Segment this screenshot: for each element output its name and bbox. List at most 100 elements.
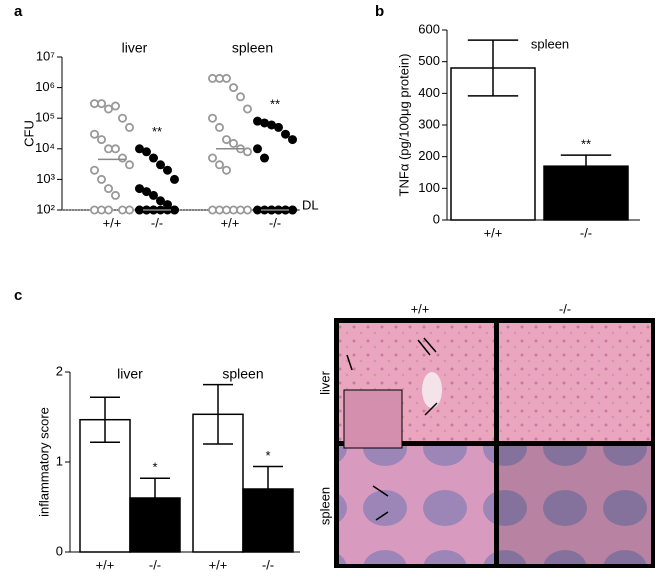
column-label: +/+: [411, 301, 430, 316]
group-label: spleen: [222, 366, 263, 382]
y-axis-label: inflammatory score: [36, 407, 51, 517]
y-tick-label: 10²: [36, 201, 55, 216]
data-point: [125, 160, 135, 170]
data-point: [111, 190, 121, 200]
data-point: [141, 147, 151, 157]
bar: [242, 488, 294, 553]
row-label: liver: [317, 370, 332, 395]
x-tick-label: +/+: [103, 215, 122, 230]
x-tick-label: -/-: [151, 215, 163, 230]
y-tick-label: 600: [418, 21, 440, 36]
reference-label: DL: [302, 197, 319, 212]
data-point: [214, 160, 224, 170]
data-point: [169, 174, 179, 184]
data-point: [273, 122, 283, 132]
data-point: [104, 184, 114, 194]
data-point: [125, 122, 135, 132]
data-point: [90, 129, 100, 139]
data-point: [207, 153, 217, 163]
y-tick-label: 400: [418, 85, 440, 100]
bar: [543, 165, 629, 221]
data-point: [104, 104, 114, 114]
y-tick-label: 10³: [36, 171, 55, 186]
data-point: [134, 184, 144, 194]
inset: [343, 389, 403, 449]
y-tick-label: 10⁴: [35, 140, 55, 155]
group-label: liver: [117, 366, 143, 382]
group-label: spleen: [232, 40, 273, 56]
significance: *: [265, 448, 270, 463]
x-tick-label: -/-: [580, 225, 592, 240]
column-label: -/-: [559, 301, 571, 316]
y-tick-label: 10⁶: [35, 79, 55, 94]
data-point: [134, 144, 144, 154]
x-tick-label: +/+: [221, 215, 240, 230]
y-tick-label: 200: [418, 148, 440, 163]
data-point: [148, 153, 158, 163]
y-tick-label: 2: [56, 363, 63, 378]
data-point: [97, 99, 107, 109]
arrows: [346, 337, 438, 521]
data-point: [228, 83, 238, 93]
data-point: [221, 135, 231, 145]
data-point: [221, 73, 231, 83]
y-tick-label: 10⁷: [36, 48, 55, 63]
x-tick-label: -/-: [262, 557, 274, 572]
data-point: [169, 205, 179, 215]
data-point: [97, 135, 107, 145]
data-point: [287, 135, 297, 145]
x-tick-label: -/-: [269, 215, 281, 230]
data-point: [141, 187, 151, 197]
data-point: [228, 138, 238, 148]
y-tick-label: 500: [418, 53, 440, 68]
y-tick-label: 0: [56, 543, 63, 558]
image-spleen-wt: [339, 446, 494, 564]
data-point: [162, 165, 172, 175]
x-tick-label: +/+: [209, 557, 228, 572]
x-tick-label: -/-: [149, 557, 161, 572]
y-tick-label: 0: [433, 211, 440, 226]
image-spleen-ko: [499, 446, 651, 564]
y-tick-label: 10⁵: [35, 110, 55, 125]
data-point: [259, 118, 269, 128]
significance: **: [270, 97, 280, 112]
data-point: [287, 205, 297, 215]
panel-label: a: [14, 3, 23, 20]
y-tick-label: 100: [418, 180, 440, 195]
image-liver-ko: [499, 323, 651, 441]
data-point: [148, 190, 158, 200]
y-tick-label: 300: [418, 116, 440, 131]
data-point: [242, 147, 252, 157]
data-point: [90, 165, 100, 175]
data-point: [242, 104, 252, 114]
y-axis-label: CFU: [21, 120, 36, 147]
data-point: [235, 92, 245, 102]
data-point: [214, 122, 224, 132]
data-point: [221, 205, 231, 215]
data-point: [125, 205, 135, 215]
data-point: [104, 205, 114, 215]
bar: [129, 497, 181, 553]
data-point: [155, 160, 165, 170]
significance: **: [152, 124, 162, 139]
x-tick-label: +/+: [484, 225, 503, 240]
x-tick-label: +/+: [96, 557, 115, 572]
data-point: [97, 174, 107, 184]
data-point: [252, 144, 262, 154]
data-point: [242, 205, 252, 215]
group-label: liver: [122, 40, 148, 56]
data-point: [111, 101, 121, 111]
data-point: [252, 116, 262, 126]
data-point: [221, 165, 231, 175]
histology: +/+ -/- liver spleen: [317, 301, 655, 568]
data-point: [111, 144, 121, 154]
vessel: [422, 372, 442, 408]
data-point: [155, 196, 165, 206]
y-axis-label: TNFα (pg/100μg protein): [396, 54, 411, 197]
data-point: [259, 153, 269, 163]
panel-label: b: [375, 3, 384, 20]
data-point: [207, 113, 217, 123]
y-tick-label: 1: [56, 453, 63, 468]
data-point: [280, 129, 290, 139]
